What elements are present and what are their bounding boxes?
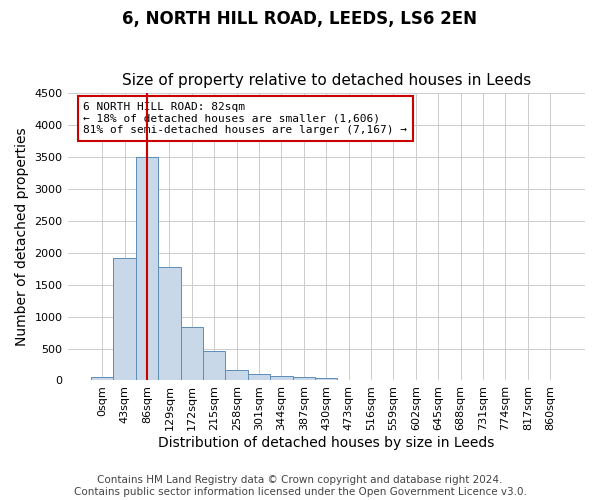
Text: 6 NORTH HILL ROAD: 82sqm
← 18% of detached houses are smaller (1,606)
81% of sem: 6 NORTH HILL ROAD: 82sqm ← 18% of detach… [83,102,407,135]
Y-axis label: Number of detached properties: Number of detached properties [15,128,29,346]
Bar [248,374,270,380]
Bar [270,376,293,380]
Text: 6, NORTH HILL ROAD, LEEDS, LS6 2EN: 6, NORTH HILL ROAD, LEEDS, LS6 2EN [122,10,478,28]
Title: Size of property relative to detached houses in Leeds: Size of property relative to detached ho… [122,73,531,88]
Bar [91,378,113,380]
X-axis label: Distribution of detached houses by size in Leeds: Distribution of detached houses by size … [158,436,494,450]
Bar [181,327,203,380]
Bar [136,157,158,380]
Bar [203,351,226,380]
Text: Contains HM Land Registry data © Crown copyright and database right 2024.
Contai: Contains HM Land Registry data © Crown c… [74,476,526,497]
Bar [293,377,315,380]
Bar [158,267,181,380]
Bar [315,378,337,380]
Bar [113,258,136,380]
Bar [226,370,248,380]
